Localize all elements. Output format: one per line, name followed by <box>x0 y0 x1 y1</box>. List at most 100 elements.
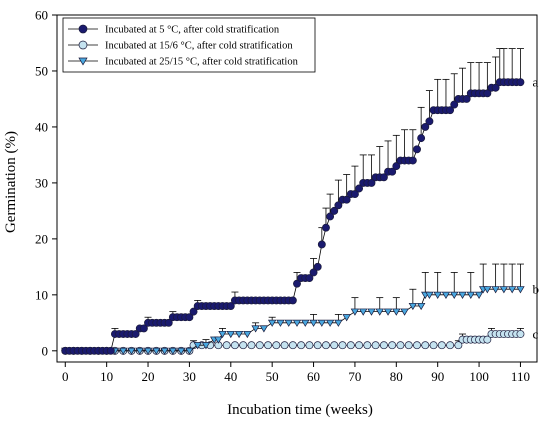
data-point <box>483 286 492 294</box>
data-point <box>516 330 525 338</box>
data-point <box>317 240 326 249</box>
data-point <box>379 341 388 350</box>
data-point <box>437 341 446 350</box>
x-tick-label: 40 <box>224 369 237 384</box>
data-point <box>454 341 463 350</box>
data-point <box>218 330 227 339</box>
data-point <box>421 122 430 131</box>
x-tick-label: 0 <box>62 369 69 384</box>
x-tick-label: 70 <box>348 369 361 384</box>
data-point <box>450 100 459 109</box>
data-point <box>516 286 525 294</box>
data-point <box>404 341 413 350</box>
data-point <box>284 319 293 327</box>
x-tick-label: 80 <box>390 369 403 384</box>
data-point <box>185 347 194 355</box>
data-point <box>491 83 500 92</box>
data-point <box>234 330 244 339</box>
data-point <box>400 308 409 316</box>
data-point <box>441 291 451 299</box>
legend-box <box>62 17 316 73</box>
data-point <box>433 291 442 299</box>
data-point <box>413 145 421 154</box>
data-point <box>355 184 364 193</box>
data-point <box>189 307 198 316</box>
y-tick-label: 50 <box>35 63 48 78</box>
data-point <box>214 336 223 344</box>
data-point <box>322 341 330 350</box>
plot-area: 0 10 20 30 40 50 60 70 80 90 100 110 0 10 20 30 40 50 60 c b… <box>35 8 539 385</box>
data-point <box>379 173 388 182</box>
data-point <box>446 106 455 115</box>
series-end-label: b <box>532 282 539 297</box>
y-axis-title: Germination (%) <box>3 131 19 233</box>
data-point <box>288 296 297 305</box>
x-tick-label: 10 <box>100 369 113 384</box>
data-point <box>462 95 471 103</box>
legend-marker <box>78 24 88 34</box>
data-point <box>421 341 430 350</box>
data-point <box>226 330 236 339</box>
data-point <box>139 324 148 333</box>
data-point <box>375 308 384 316</box>
data-point <box>417 134 426 143</box>
x-tick-label: 30 <box>183 369 196 384</box>
y-tick-label: 20 <box>35 231 48 246</box>
data-point <box>193 342 202 350</box>
data-point <box>474 291 484 299</box>
data-point <box>309 319 318 327</box>
data-point <box>425 117 434 126</box>
data-point <box>185 313 194 322</box>
data-point <box>106 346 115 355</box>
data-point <box>367 178 376 187</box>
y-tick-label: 0 <box>42 343 49 358</box>
data-point <box>429 341 438 350</box>
data-point <box>297 341 306 350</box>
data-point <box>350 308 360 316</box>
data-point <box>168 347 178 355</box>
y-tick-label: 60 <box>35 8 48 23</box>
data-point <box>346 341 355 350</box>
data-point <box>176 347 186 355</box>
data-point <box>392 162 401 171</box>
data-point <box>264 341 272 350</box>
plot-frame <box>56 14 538 363</box>
data-point <box>388 167 397 176</box>
data-point <box>516 78 525 87</box>
data-point <box>355 341 364 350</box>
data-point <box>388 341 397 350</box>
data-point <box>135 347 144 355</box>
data-point <box>330 341 339 350</box>
data-point <box>363 341 372 350</box>
data-point <box>280 341 289 350</box>
x-tick-label: 50 <box>266 369 279 384</box>
data-point <box>334 201 343 210</box>
data-point <box>118 347 128 355</box>
legend-label: Incubated at 25/15 °C, after cold strati… <box>105 57 299 68</box>
data-point <box>322 223 330 232</box>
data-point <box>342 314 351 322</box>
x-tick-label: 90 <box>431 369 444 384</box>
data-point <box>226 302 235 310</box>
data-point <box>325 319 335 327</box>
data-point <box>293 279 301 288</box>
data-point <box>313 262 322 271</box>
data-point <box>267 319 277 327</box>
data-point <box>416 302 426 311</box>
data-point <box>408 302 418 311</box>
data-point <box>446 341 455 350</box>
data-point <box>367 308 376 316</box>
data-point <box>371 341 380 350</box>
data-point <box>143 347 153 355</box>
data-point <box>507 286 517 294</box>
data-point <box>230 341 239 350</box>
data-point <box>408 156 417 165</box>
data-point <box>326 212 335 221</box>
legend-marker <box>78 40 88 50</box>
data-point <box>466 291 476 299</box>
data-point <box>255 341 264 350</box>
data-point <box>276 319 285 327</box>
data-point <box>288 341 297 350</box>
data-point <box>425 291 434 299</box>
